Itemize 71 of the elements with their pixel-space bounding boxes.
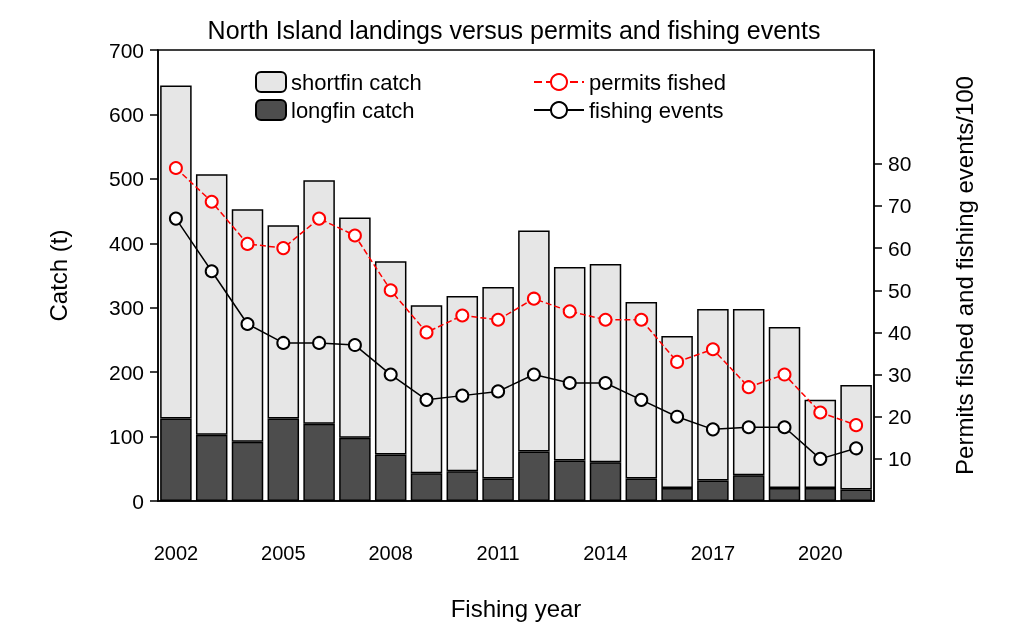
- legend-label: longfin catch: [291, 97, 415, 123]
- y-tick-label: 400: [108, 231, 144, 255]
- y2-tick-label: 30: [888, 363, 912, 387]
- y-tick-label: 600: [108, 102, 144, 126]
- point: [705, 422, 720, 437]
- y-tick-label: 300: [108, 296, 144, 320]
- point: [777, 367, 792, 382]
- y2-tick-label: 20: [888, 405, 912, 429]
- point: [705, 342, 720, 357]
- chart-title: North Island landings versus permits and fishing events: [207, 15, 821, 44]
- point: [383, 283, 398, 298]
- point: [598, 312, 613, 327]
- point: [813, 451, 828, 466]
- point: [526, 291, 541, 306]
- point: [741, 380, 756, 395]
- point: [240, 316, 255, 331]
- point: [276, 241, 291, 256]
- point: [562, 375, 577, 390]
- point: [168, 161, 183, 176]
- point: [312, 211, 327, 226]
- y2-axis-title: Permits fished and fishing events/100: [950, 76, 978, 475]
- point: [562, 304, 577, 319]
- point: [347, 228, 362, 243]
- x-tick-label: 2005: [261, 542, 306, 564]
- x-tick-label: 2008: [368, 542, 413, 564]
- point: [670, 354, 685, 369]
- point: [670, 409, 685, 424]
- x-tick-label: 2020: [798, 542, 843, 564]
- point: [634, 392, 649, 407]
- x-tick-label: 2014: [583, 542, 628, 564]
- legend-label: fishing events: [589, 97, 724, 123]
- point: [849, 418, 864, 433]
- point: [419, 392, 434, 407]
- x-axis-title: Fishing year: [450, 594, 582, 622]
- y-axis-title: Catch (t): [44, 229, 72, 322]
- x-tick-label: 2017: [690, 542, 736, 564]
- y-tick-label: 100: [108, 425, 144, 449]
- point: [204, 264, 219, 279]
- point: [741, 420, 756, 435]
- point: [347, 338, 362, 353]
- point: [455, 388, 470, 403]
- x-tick-label: 2011: [476, 542, 520, 564]
- y-tick-label: 500: [108, 167, 144, 191]
- y2-tick-label: 70: [888, 194, 912, 218]
- legend-label: shortfin catch: [291, 69, 422, 95]
- point: [526, 367, 541, 382]
- point: [813, 405, 828, 420]
- point: [598, 375, 613, 390]
- point: [168, 211, 183, 226]
- point: [240, 236, 255, 251]
- point: [383, 367, 398, 382]
- point: [849, 441, 864, 456]
- y-tick-label: 200: [108, 360, 144, 384]
- point: [777, 420, 792, 435]
- y2-tick-label: 50: [888, 278, 912, 302]
- point: [491, 384, 506, 399]
- x-tick-label: 2002: [153, 542, 199, 564]
- y2-tick-label: 80: [888, 152, 912, 176]
- point: [276, 335, 291, 350]
- point: [312, 335, 327, 350]
- y2-tick-label: 40: [888, 320, 912, 344]
- point: [455, 308, 470, 323]
- point: [204, 194, 219, 209]
- y2-tick-label: 60: [888, 236, 912, 260]
- point: [634, 312, 649, 327]
- y-tick-label: 0: [132, 489, 144, 513]
- point: [419, 325, 434, 340]
- y2-tick-label: 10: [888, 447, 912, 471]
- point: [491, 312, 506, 327]
- legend-label: permits fished: [589, 69, 726, 95]
- y-tick-label: 700: [108, 38, 144, 62]
